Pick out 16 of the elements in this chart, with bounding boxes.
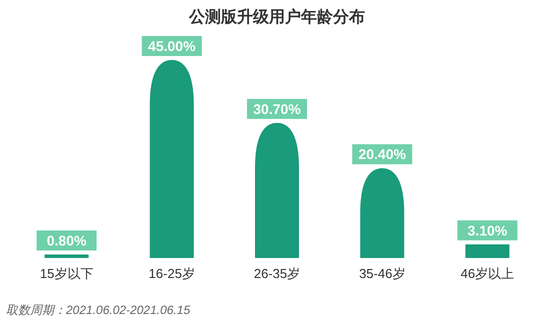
- bar: [150, 60, 194, 258]
- data-label: 0.80%: [46, 232, 87, 248]
- chart-title: 公测版升级用户年龄分布: [188, 8, 365, 26]
- x-tick-label: 26-35岁: [254, 266, 300, 281]
- data-label: 3.10%: [468, 222, 508, 238]
- x-tick-label: 35-46岁: [359, 266, 406, 281]
- x-tick-label: 15岁以下: [40, 266, 94, 281]
- data-label: 20.40%: [358, 146, 406, 162]
- bar: [255, 122, 299, 258]
- data-label: 30.70%: [253, 100, 302, 117]
- x-tick-label: 16-25岁: [148, 266, 195, 281]
- text: 取数周期：2021.06.02-2021.06.15: [6, 303, 190, 317]
- data-label: 45.00%: [148, 38, 196, 54]
- x-tick-label: 46岁以上: [460, 266, 514, 281]
- bar: [465, 244, 510, 258]
- bar: [44, 254, 89, 258]
